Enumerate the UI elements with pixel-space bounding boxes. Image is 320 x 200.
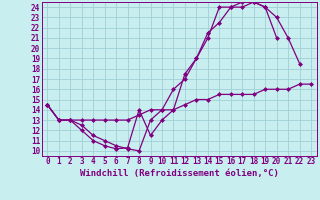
X-axis label: Windchill (Refroidissement éolien,°C): Windchill (Refroidissement éolien,°C) — [80, 169, 279, 178]
